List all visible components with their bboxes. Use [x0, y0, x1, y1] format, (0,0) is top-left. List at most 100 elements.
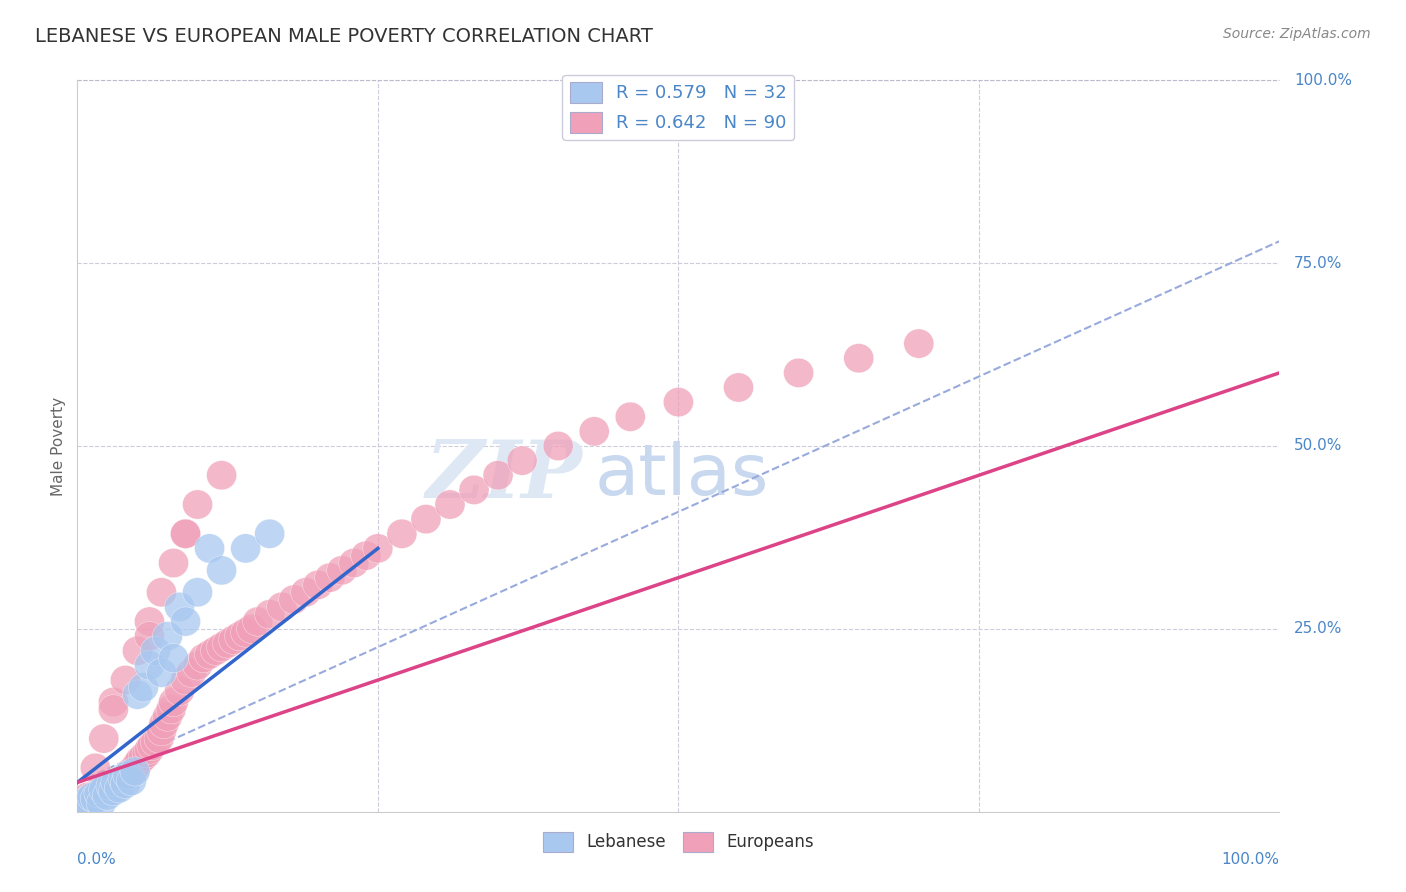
Text: Source: ZipAtlas.com: Source: ZipAtlas.com: [1223, 27, 1371, 41]
Ellipse shape: [128, 742, 159, 772]
Ellipse shape: [98, 777, 128, 805]
Ellipse shape: [84, 781, 114, 810]
Ellipse shape: [207, 632, 236, 662]
Ellipse shape: [225, 622, 254, 651]
Ellipse shape: [543, 432, 574, 460]
Ellipse shape: [98, 695, 128, 724]
Ellipse shape: [69, 789, 98, 819]
Ellipse shape: [98, 769, 128, 798]
Ellipse shape: [108, 764, 138, 794]
Ellipse shape: [267, 592, 297, 622]
Ellipse shape: [125, 746, 155, 775]
Y-axis label: Male Poverty: Male Poverty: [51, 396, 66, 496]
Ellipse shape: [80, 784, 111, 814]
Ellipse shape: [143, 724, 174, 753]
Ellipse shape: [236, 615, 267, 643]
Text: atlas: atlas: [595, 441, 769, 509]
Ellipse shape: [326, 556, 357, 585]
Ellipse shape: [80, 782, 111, 812]
Ellipse shape: [165, 676, 194, 706]
Ellipse shape: [104, 773, 135, 803]
Ellipse shape: [254, 599, 284, 629]
Ellipse shape: [77, 782, 107, 812]
Text: LEBANESE VS EUROPEAN MALE POVERTY CORRELATION CHART: LEBANESE VS EUROPEAN MALE POVERTY CORREL…: [35, 27, 652, 45]
Ellipse shape: [177, 658, 207, 688]
Ellipse shape: [135, 651, 165, 680]
Ellipse shape: [152, 622, 183, 651]
Ellipse shape: [302, 570, 333, 599]
Ellipse shape: [844, 343, 873, 373]
Ellipse shape: [434, 490, 465, 519]
Ellipse shape: [363, 533, 392, 563]
Legend: Lebanese, Europeans: Lebanese, Europeans: [537, 826, 820, 858]
Ellipse shape: [243, 607, 273, 636]
Ellipse shape: [96, 773, 127, 803]
Ellipse shape: [616, 402, 645, 432]
Ellipse shape: [89, 779, 118, 808]
Ellipse shape: [194, 640, 225, 669]
Ellipse shape: [159, 643, 188, 673]
Ellipse shape: [664, 387, 693, 417]
Ellipse shape: [170, 607, 201, 636]
Ellipse shape: [70, 789, 101, 819]
Ellipse shape: [86, 777, 117, 805]
Ellipse shape: [136, 731, 167, 761]
Ellipse shape: [80, 753, 111, 782]
Ellipse shape: [132, 739, 162, 768]
Ellipse shape: [101, 768, 131, 797]
Ellipse shape: [120, 756, 150, 786]
Ellipse shape: [135, 622, 165, 651]
Ellipse shape: [146, 578, 177, 607]
Ellipse shape: [75, 789, 104, 818]
Ellipse shape: [484, 460, 513, 490]
Text: 75.0%: 75.0%: [1294, 256, 1343, 270]
Ellipse shape: [254, 519, 284, 549]
Ellipse shape: [111, 665, 141, 695]
Ellipse shape: [82, 779, 111, 808]
Ellipse shape: [212, 629, 243, 658]
Ellipse shape: [315, 563, 344, 592]
Ellipse shape: [141, 636, 170, 665]
Ellipse shape: [91, 775, 121, 805]
Ellipse shape: [117, 756, 146, 786]
Ellipse shape: [111, 762, 141, 791]
Ellipse shape: [101, 772, 131, 801]
Ellipse shape: [141, 728, 170, 756]
Ellipse shape: [89, 775, 118, 805]
Ellipse shape: [170, 519, 201, 549]
Ellipse shape: [387, 519, 418, 549]
Ellipse shape: [411, 505, 441, 533]
Ellipse shape: [170, 519, 201, 549]
Ellipse shape: [104, 766, 135, 796]
Ellipse shape: [84, 779, 114, 808]
Ellipse shape: [508, 446, 537, 475]
Ellipse shape: [89, 724, 118, 753]
Ellipse shape: [218, 625, 249, 655]
Ellipse shape: [128, 673, 159, 702]
Ellipse shape: [75, 791, 104, 821]
Ellipse shape: [77, 786, 107, 815]
Ellipse shape: [86, 789, 117, 818]
Ellipse shape: [579, 417, 609, 446]
Ellipse shape: [458, 475, 489, 505]
Ellipse shape: [146, 716, 177, 746]
Ellipse shape: [122, 680, 152, 709]
Ellipse shape: [291, 578, 321, 607]
Ellipse shape: [135, 735, 165, 764]
Ellipse shape: [183, 490, 212, 519]
Ellipse shape: [98, 688, 128, 716]
Ellipse shape: [188, 643, 218, 673]
Ellipse shape: [159, 549, 188, 578]
Ellipse shape: [783, 359, 814, 387]
Ellipse shape: [724, 373, 754, 402]
Ellipse shape: [149, 709, 179, 739]
Ellipse shape: [231, 533, 260, 563]
Text: 25.0%: 25.0%: [1294, 622, 1343, 636]
Ellipse shape: [122, 636, 152, 665]
Ellipse shape: [69, 794, 98, 822]
Ellipse shape: [207, 460, 236, 490]
Ellipse shape: [93, 781, 122, 810]
Ellipse shape: [72, 786, 103, 815]
Ellipse shape: [146, 658, 177, 688]
Ellipse shape: [339, 549, 368, 578]
